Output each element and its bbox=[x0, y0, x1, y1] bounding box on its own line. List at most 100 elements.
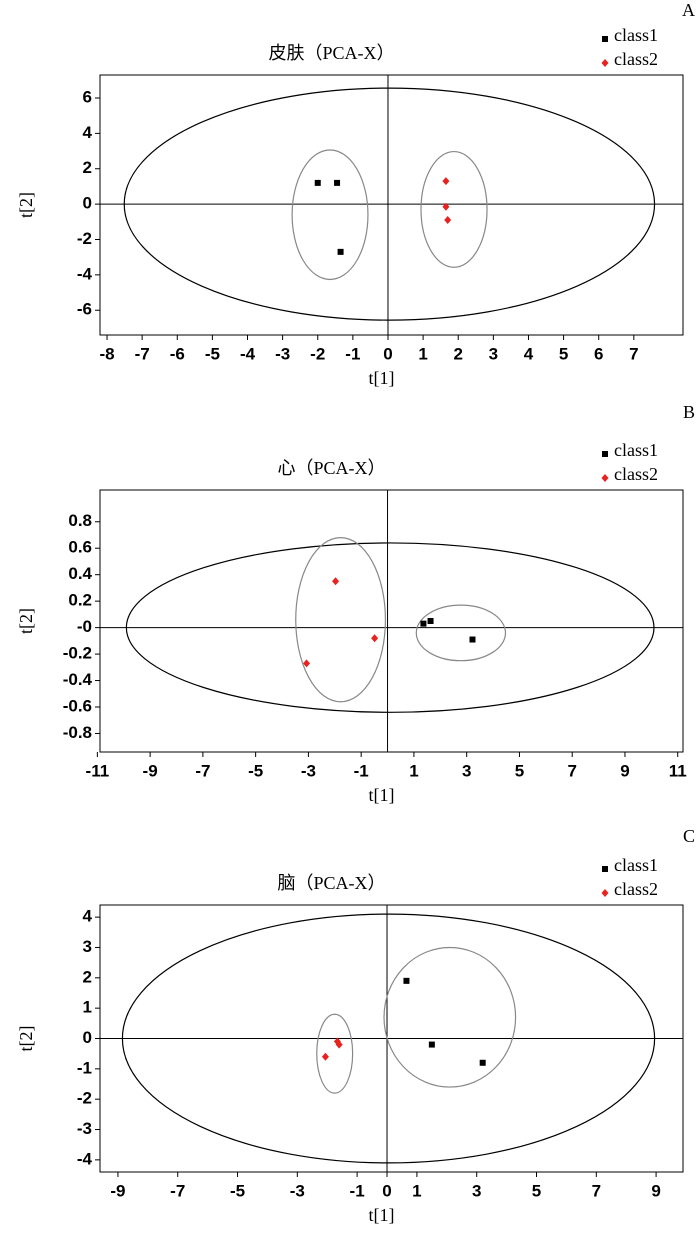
confidence-ellipse bbox=[121, 913, 656, 1164]
x-tick-label: 9 bbox=[620, 761, 629, 780]
point bbox=[442, 177, 450, 186]
point bbox=[427, 618, 434, 624]
legend-marker bbox=[602, 36, 608, 42]
y-tick-label: -4 bbox=[77, 264, 93, 283]
y-tick-label: 1 bbox=[83, 998, 92, 1017]
confidence-ellipse bbox=[383, 946, 517, 1088]
point bbox=[442, 202, 450, 211]
x-axis-label: t[1] bbox=[369, 368, 395, 388]
confidence-ellipse bbox=[125, 542, 655, 713]
y-tick-label: -4 bbox=[77, 1149, 93, 1168]
y-axis-label: t[2] bbox=[16, 608, 36, 634]
x-tick-label: -6 bbox=[170, 344, 185, 363]
legend-marker bbox=[602, 451, 608, 457]
point bbox=[334, 179, 341, 186]
y-tick-label: 0.8 bbox=[68, 511, 92, 530]
x-tick-label: 9 bbox=[651, 1181, 660, 1200]
x-tick-label: -7 bbox=[135, 344, 150, 363]
y-tick-label: -2 bbox=[77, 1089, 92, 1108]
y-tick-label: 2 bbox=[83, 158, 92, 177]
x-tick-label: -9 bbox=[143, 761, 158, 780]
x-tick-label: -7 bbox=[195, 761, 210, 780]
x-tick-label: 5 bbox=[515, 761, 524, 780]
x-tick-label: -5 bbox=[248, 761, 263, 780]
legend-marker bbox=[601, 474, 609, 482]
y-tick-label: 0.6 bbox=[68, 538, 92, 557]
y-tick-label: 0.2 bbox=[68, 591, 92, 610]
panel-label: B bbox=[683, 402, 695, 422]
x-tick-label: -5 bbox=[205, 344, 220, 363]
point bbox=[371, 634, 379, 643]
x-tick-label: 1 bbox=[412, 1181, 421, 1200]
y-tick-label: -0.6 bbox=[63, 696, 92, 715]
panel-label: A bbox=[682, 0, 695, 20]
legend-label: class1 bbox=[614, 25, 658, 45]
x-tick-label: -3 bbox=[275, 344, 290, 363]
legend-label: class1 bbox=[614, 855, 658, 875]
point bbox=[479, 1059, 486, 1066]
confidence-ellipse bbox=[295, 537, 387, 703]
legend-marker bbox=[602, 866, 608, 872]
x-axis-label: t[1] bbox=[369, 785, 395, 805]
confidence-ellipse bbox=[123, 87, 656, 321]
y-tick-label: -0.4 bbox=[63, 670, 93, 689]
point bbox=[428, 1041, 435, 1048]
point bbox=[321, 1052, 329, 1061]
x-tick-label: -8 bbox=[99, 344, 114, 363]
x-tick-label: -4 bbox=[240, 344, 256, 363]
y-tick-label: -0.8 bbox=[63, 723, 92, 742]
x-tick-label: -11 bbox=[86, 761, 110, 780]
x-tick-label: 4 bbox=[524, 344, 534, 363]
y-tick-label: 0.4 bbox=[68, 564, 92, 583]
x-tick-label: -1 bbox=[354, 761, 369, 780]
x-tick-label: -1 bbox=[350, 1181, 365, 1200]
point bbox=[444, 216, 452, 225]
chart-title: 皮肤（PCA-X） bbox=[268, 43, 394, 63]
legend-marker bbox=[601, 59, 609, 67]
x-tick-label: -7 bbox=[170, 1181, 185, 1200]
chart-title: 心（PCA-X） bbox=[277, 458, 385, 478]
y-tick-label: 4 bbox=[83, 907, 93, 926]
y-tick-label: 2 bbox=[83, 967, 92, 986]
y-tick-label: -6 bbox=[77, 300, 92, 319]
x-tick-label: -5 bbox=[230, 1181, 245, 1200]
x-tick-label: -9 bbox=[110, 1181, 125, 1200]
x-tick-label: 0 bbox=[382, 1181, 391, 1200]
x-tick-label: -2 bbox=[310, 344, 325, 363]
y-axis-label: t[2] bbox=[16, 192, 36, 218]
legend-label: class1 bbox=[614, 440, 658, 460]
x-axis-label: t[1] bbox=[369, 1205, 395, 1225]
x-tick-label: 3 bbox=[462, 761, 471, 780]
x-tick-label: 3 bbox=[472, 1181, 481, 1200]
x-tick-label: 2 bbox=[453, 344, 462, 363]
x-tick-label: -3 bbox=[301, 761, 316, 780]
point bbox=[420, 620, 427, 627]
x-tick-label: 7 bbox=[567, 761, 576, 780]
legend-label: class2 bbox=[614, 464, 658, 484]
x-tick-label: 7 bbox=[629, 344, 638, 363]
y-axis-label: t[2] bbox=[16, 1026, 36, 1052]
panel-label: C bbox=[683, 826, 695, 846]
point bbox=[332, 577, 340, 586]
point bbox=[335, 1040, 343, 1049]
plot-frame bbox=[99, 74, 684, 336]
point bbox=[403, 977, 410, 984]
y-tick-label: -3 bbox=[77, 1119, 92, 1138]
confidence-ellipse bbox=[415, 604, 507, 662]
confidence-ellipse bbox=[316, 1013, 354, 1094]
confidence-ellipse bbox=[420, 150, 488, 268]
x-tick-label: 6 bbox=[594, 344, 603, 363]
legend-marker bbox=[601, 889, 609, 897]
chart-title: 脑（PCA-X） bbox=[277, 873, 385, 893]
x-tick-label: 3 bbox=[489, 344, 498, 363]
y-tick-label: 0 bbox=[83, 194, 92, 213]
x-tick-label: 0 bbox=[383, 344, 392, 363]
x-tick-label: 1 bbox=[418, 344, 427, 363]
point bbox=[469, 636, 476, 643]
y-tick-label: 4 bbox=[83, 123, 93, 142]
x-tick-label: -1 bbox=[345, 344, 360, 363]
point bbox=[303, 659, 311, 668]
confidence-ellipse bbox=[291, 149, 369, 281]
x-tick-label: 11 bbox=[669, 761, 687, 780]
